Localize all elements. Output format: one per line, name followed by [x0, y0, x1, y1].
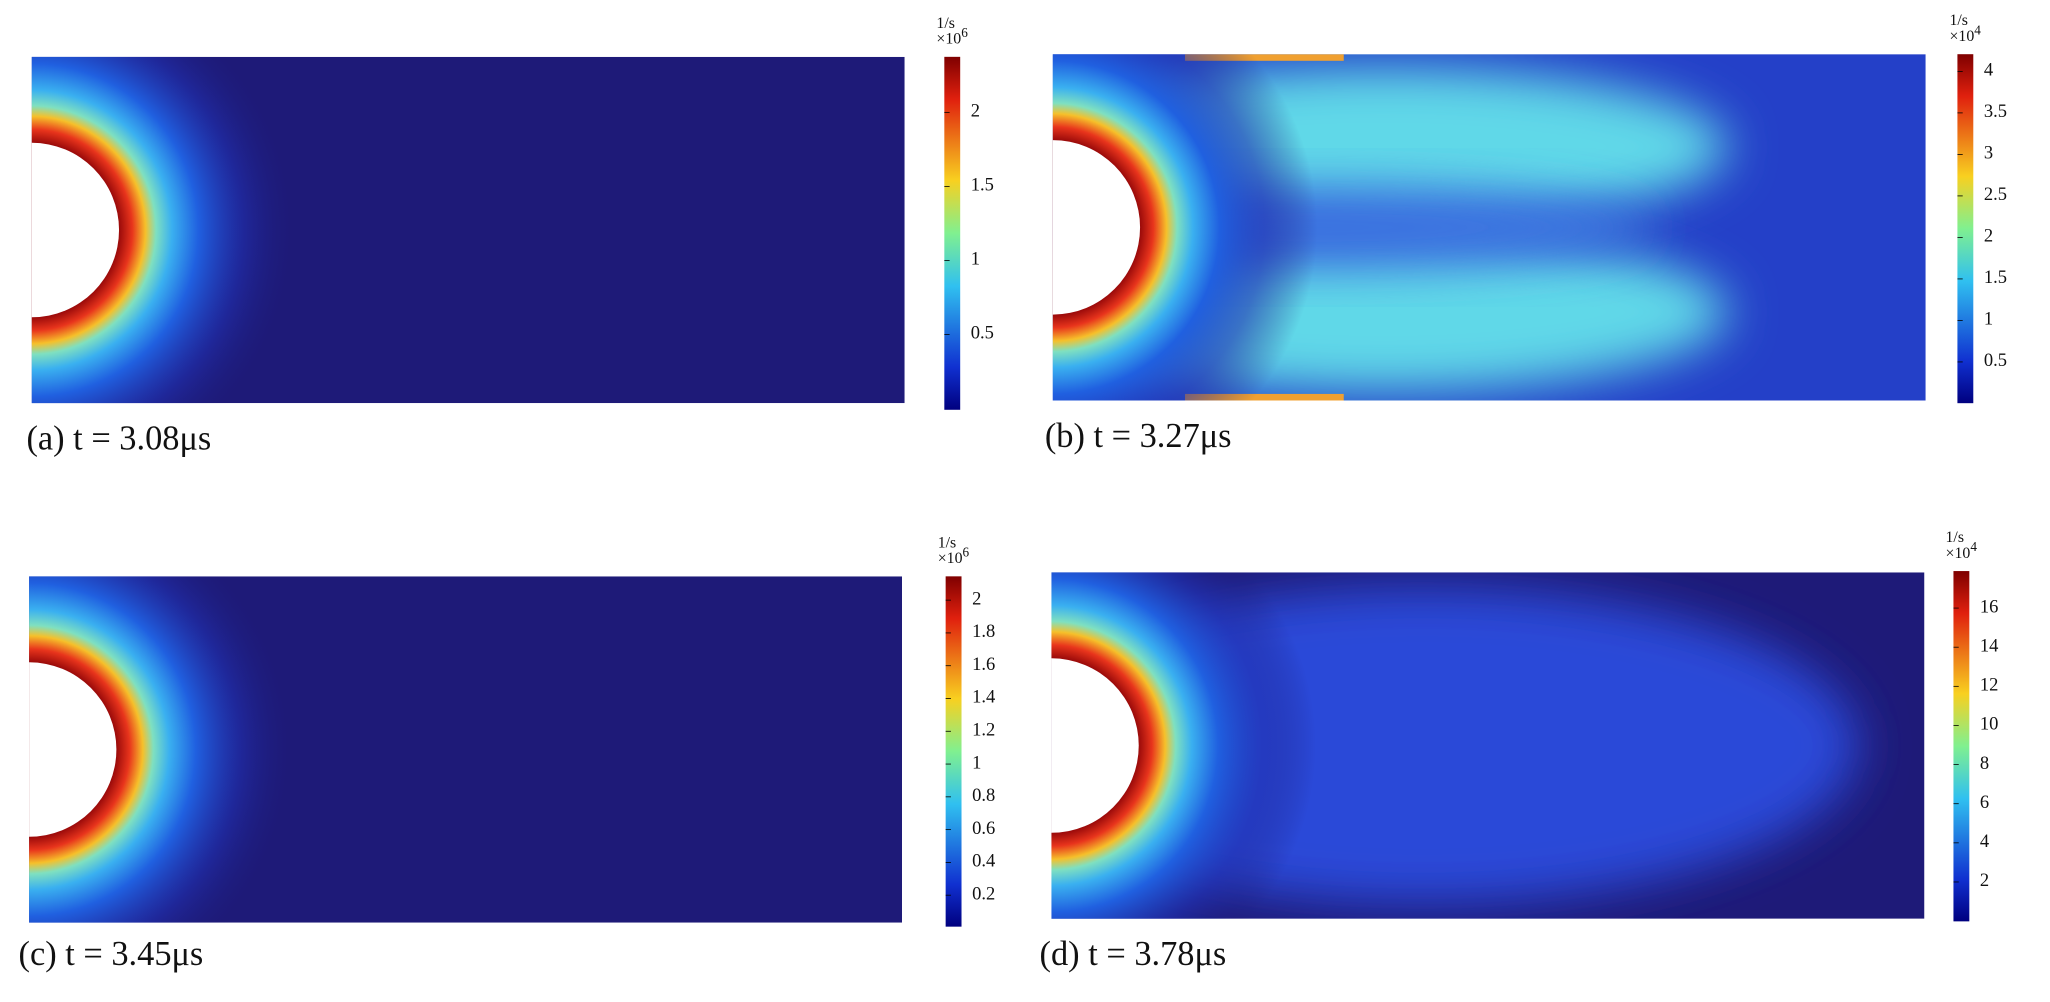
colorbar [945, 576, 962, 927]
colorbar-tick-label: 1 [971, 250, 980, 270]
source-glow [1052, 54, 1318, 401]
colorbar-tick-label: 2.5 [1984, 185, 2007, 205]
exponent-base: ×10 [1946, 545, 1971, 562]
colorbar-unit: 1/s [1949, 12, 1968, 29]
hole [29, 662, 117, 837]
colorbar [944, 56, 961, 410]
contour-field [1052, 54, 1926, 401]
colorbar-tick-label: 1.2 [972, 721, 995, 741]
colorbar-tick-label: 16 [1980, 597, 1999, 617]
panel: 1/s×106 2 1.8 1.6 1.4 1.2 1 0.8 0.6 0.4 0.2 (c) t =… [19, 534, 996, 973]
exponent-base: ×10 [936, 31, 961, 48]
exponent-power: 6 [961, 25, 968, 40]
colorbar-tick-label: 6 [1980, 793, 1989, 813]
source-glow [1051, 572, 1316, 919]
exponent-power: 4 [1974, 22, 1981, 37]
colorbar-tick-label: 12 [1980, 676, 1999, 696]
exponent-base: ×10 [1949, 28, 1974, 45]
colorbar-exponent: ×106 [936, 25, 968, 48]
contour-field [29, 576, 902, 923]
hole [1052, 140, 1141, 315]
panel: 1/s×106 2 1.5 1 0.5 (a) t = 3.08μs [26, 15, 994, 458]
colorbar-tick-label: 2 [1984, 227, 1993, 247]
exponent-power: 6 [963, 545, 970, 560]
colorbar-tick-label: 0.4 [972, 852, 995, 872]
contour-field [1051, 572, 1925, 919]
colorbar-tick-label: 2 [1980, 871, 1989, 891]
colorbar-unit: 1/s [1946, 529, 1965, 546]
colorbar-tick-label: 1.5 [971, 176, 994, 196]
colorbar-exponent: ×106 [938, 545, 970, 568]
colorbar-exponent: ×104 [1946, 539, 1978, 562]
colorbar-tick-label: 4 [1984, 61, 1993, 81]
panel-caption: (d) t = 3.78μs [1040, 935, 1227, 973]
colorbar-tick-label: 0.5 [971, 324, 994, 344]
colorbar-tick-label: 0.2 [972, 884, 995, 904]
colorbar-tick-label: 2 [971, 102, 980, 122]
colorbar-tick-label: 1 [1984, 310, 1993, 330]
colorbar-tick-label: 3.5 [1984, 102, 2007, 122]
panel-caption: (b) t = 3.27μs [1045, 417, 1232, 455]
source-glow [29, 576, 294, 923]
colorbar [1953, 571, 1970, 922]
colorbar-tick-label: 1.8 [972, 622, 995, 642]
colorbar-tick-label: 0.8 [972, 786, 995, 806]
exponent-base: ×10 [938, 550, 963, 567]
field-edge [1185, 393, 1344, 401]
colorbar-tick-label: 2 [972, 589, 981, 609]
colorbar-tick-label: 1 [972, 753, 981, 773]
colorbar-exponent: ×104 [1949, 22, 1981, 45]
colorbar-tick-label: 0.5 [1984, 351, 2007, 371]
source-glow [31, 56, 297, 404]
panel-caption: (a) t = 3.08μs [26, 419, 211, 457]
colorbar-tick-label: 4 [1980, 832, 1989, 852]
field-edge [1185, 54, 1344, 61]
colorbar-tick-label: 1.6 [972, 655, 995, 675]
colorbar-tick-label: 10 [1980, 715, 1999, 735]
colorbar [1957, 54, 1974, 404]
colorbar-tick-label: 3 [1984, 144, 1993, 164]
colorbar-unit: 1/s [938, 534, 957, 551]
panel-caption: (c) t = 3.45μs [19, 935, 204, 973]
colorbar-tick-label: 1.4 [972, 688, 995, 708]
exponent-power: 4 [1970, 539, 1977, 554]
hole [1051, 658, 1139, 833]
contour-field [31, 56, 905, 404]
colorbar-tick-label: 14 [1980, 636, 1999, 656]
colorbar-tick-label: 0.6 [972, 819, 995, 839]
hole [31, 142, 120, 318]
colorbar-tick-label: 1.5 [1984, 268, 2007, 288]
colorbar-tick-label: 8 [1980, 754, 1989, 774]
colorbar-unit: 1/s [936, 15, 955, 32]
